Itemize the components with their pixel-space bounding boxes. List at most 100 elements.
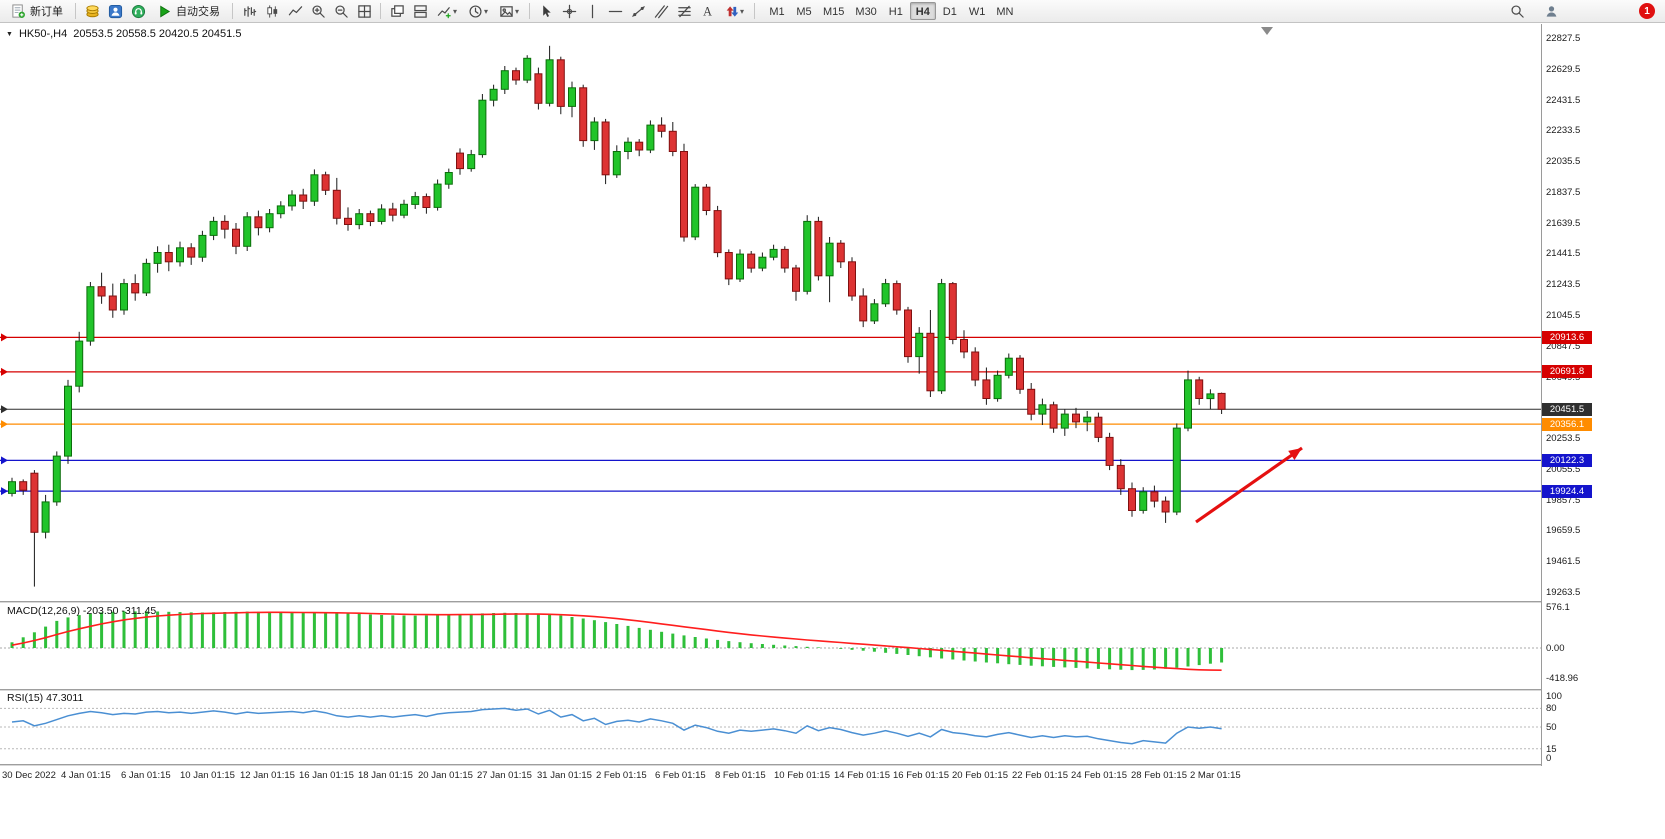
price-axis[interactable] bbox=[1541, 24, 1665, 766]
chevron-down-icon: ▾ bbox=[452, 6, 457, 16]
timeframe-button-h4[interactable]: H4 bbox=[909, 2, 936, 20]
timeframe-button-m15[interactable]: M15 bbox=[818, 2, 849, 20]
timeframe-button-m5[interactable]: M5 bbox=[791, 2, 817, 20]
crosshair-icon[interactable] bbox=[558, 2, 580, 21]
rsi-pane[interactable] bbox=[0, 691, 1541, 764]
rsi-axis-label: 100 bbox=[1546, 691, 1562, 702]
time-axis-label: 14 Feb 01:15 bbox=[834, 770, 890, 781]
timeframe-button-mn[interactable]: MN bbox=[991, 2, 1018, 20]
trend-arrow-annotation[interactable] bbox=[1195, 446, 1303, 524]
period-clock-button[interactable]: ▾ bbox=[463, 2, 493, 21]
pane-divider[interactable] bbox=[0, 601, 1665, 603]
text-tool-icon[interactable]: A bbox=[696, 2, 718, 21]
fibonacci-tool-icon[interactable] bbox=[673, 2, 695, 21]
price-axis-label: 20253.5 bbox=[1546, 433, 1581, 444]
chevron-down-icon: ▾ bbox=[483, 6, 488, 16]
toolbar-separator bbox=[754, 3, 755, 19]
macd-axis-label: 0.00 bbox=[1546, 643, 1565, 654]
expand-icon[interactable]: ▼ bbox=[6, 30, 13, 38]
time-axis-label: 8 Feb 01:15 bbox=[715, 770, 766, 781]
notification-badge[interactable]: 1 bbox=[1639, 3, 1655, 19]
price-axis-label: 22035.5 bbox=[1546, 156, 1581, 167]
horizontal-line-tool-icon[interactable] bbox=[604, 2, 626, 21]
price-axis-label: 21837.5 bbox=[1546, 187, 1581, 198]
rsi-axis-label: 80 bbox=[1546, 703, 1557, 714]
rsi-axis-label: 50 bbox=[1546, 722, 1557, 733]
macd-name: MACD(12,26,9) bbox=[7, 605, 80, 617]
vertical-line-tool-icon[interactable] bbox=[581, 2, 603, 21]
time-axis-label: 31 Jan 01:15 bbox=[537, 770, 592, 781]
line-chart-icon[interactable] bbox=[284, 2, 306, 21]
new-order-button[interactable]: 新订单 bbox=[4, 2, 70, 21]
toolbar-separator bbox=[232, 3, 233, 19]
price-axis-label: 20847.5 bbox=[1546, 341, 1581, 352]
time-axis[interactable]: 30 Dec 2022 4 Jan 01:15 6 Jan 01:15 10 Jan … bbox=[0, 766, 1541, 790]
cursor-icon[interactable] bbox=[535, 2, 557, 21]
level-price-tag: 19924.4 bbox=[1542, 485, 1592, 498]
zoom-in-icon[interactable] bbox=[307, 2, 329, 21]
tile-horizontal-icon[interactable] bbox=[409, 2, 431, 21]
time-axis-label: 20 Jan 01:15 bbox=[418, 770, 473, 781]
svg-text:A: A bbox=[703, 4, 712, 18]
level-price-tag: 20691.8 bbox=[1542, 365, 1592, 378]
symbol-period-text: HK50-,H4 bbox=[18, 28, 68, 40]
play-icon bbox=[160, 5, 171, 17]
price-axis-label: 21243.5 bbox=[1546, 279, 1581, 290]
auto-trading-label: 自动交易 bbox=[176, 6, 220, 18]
bar-chart-icon[interactable] bbox=[238, 2, 260, 21]
trendline-tool-icon[interactable] bbox=[627, 2, 649, 21]
community-icon[interactable] bbox=[104, 2, 126, 21]
price-axis-label: 19659.5 bbox=[1546, 525, 1581, 536]
price-axis-label: 19263.5 bbox=[1546, 587, 1581, 598]
support-headset-icon[interactable] bbox=[127, 2, 149, 21]
pane-divider[interactable] bbox=[0, 764, 1665, 766]
toolbar-right-group: 1 bbox=[1505, 1, 1661, 22]
arrows-tool-button[interactable]: ▾ bbox=[719, 2, 749, 21]
price-axis-label: 22629.5 bbox=[1546, 64, 1581, 75]
price-chart[interactable] bbox=[0, 24, 1541, 602]
level-price-tag: 20122.3 bbox=[1542, 454, 1592, 467]
new-chart-button[interactable]: ▾ bbox=[432, 2, 462, 21]
template-button[interactable]: ▾ bbox=[494, 2, 524, 21]
rsi-axis-label: 0 bbox=[1546, 753, 1552, 764]
price-axis-label: 19461.5 bbox=[1546, 556, 1581, 567]
auto-trading-button[interactable]: 自动交易 bbox=[150, 2, 227, 21]
price-axis-label: 19857.5 bbox=[1546, 495, 1581, 506]
zoom-out-icon[interactable] bbox=[330, 2, 352, 21]
macd-pane[interactable] bbox=[0, 603, 1541, 689]
candlestick-chart-icon[interactable] bbox=[261, 2, 283, 21]
new-order-label: 新订单 bbox=[30, 6, 63, 18]
tile-windows-icon[interactable] bbox=[353, 2, 375, 21]
profile-icon[interactable] bbox=[1539, 1, 1563, 22]
coins-icon[interactable] bbox=[81, 2, 103, 21]
time-axis-label: 4 Jan 01:15 bbox=[61, 770, 111, 781]
time-axis-label: 30 Dec 2022 bbox=[2, 770, 56, 781]
channel-tool-icon[interactable] bbox=[650, 2, 672, 21]
chart-symbol-label: ▼ HK50-,H4 20553.5 20558.5 20420.5 20451… bbox=[6, 28, 241, 40]
macd-label: MACD(12,26,9) -203.50 -311.45 bbox=[7, 605, 156, 617]
timeframe-button-d1[interactable]: D1 bbox=[937, 2, 963, 20]
macd-signal-value: -311.45 bbox=[121, 605, 157, 617]
toolbar-separator bbox=[529, 3, 530, 19]
time-axis-label: 12 Jan 01:15 bbox=[240, 770, 295, 781]
timeframe-button-w1[interactable]: W1 bbox=[964, 2, 991, 20]
current-price-tag: 20451.5 bbox=[1542, 403, 1592, 416]
toolbar-separator bbox=[380, 3, 381, 19]
time-axis-label: 10 Jan 01:15 bbox=[180, 770, 235, 781]
timeframe-button-m1[interactable]: M1 bbox=[764, 2, 790, 20]
toolbar-separator bbox=[75, 3, 76, 19]
time-axis-label: 28 Feb 01:15 bbox=[1131, 770, 1187, 781]
chevron-down-icon: ▾ bbox=[514, 6, 519, 16]
price-axis-label: 22827.5 bbox=[1546, 33, 1581, 44]
pane-divider[interactable] bbox=[0, 689, 1665, 691]
ohlc-values: 20553.5 20558.5 20420.5 20451.5 bbox=[73, 28, 242, 40]
search-icon[interactable] bbox=[1505, 1, 1529, 22]
timeframe-button-m30[interactable]: M30 bbox=[850, 2, 881, 20]
price-axis-label: 21441.5 bbox=[1546, 248, 1581, 259]
timeframe-button-h1[interactable]: H1 bbox=[883, 2, 909, 20]
macd-axis-label: 576.1 bbox=[1546, 602, 1570, 613]
cascade-windows-icon[interactable] bbox=[386, 2, 408, 21]
rsi-name: RSI(15) bbox=[7, 692, 44, 704]
time-axis-label: 16 Jan 01:15 bbox=[299, 770, 354, 781]
